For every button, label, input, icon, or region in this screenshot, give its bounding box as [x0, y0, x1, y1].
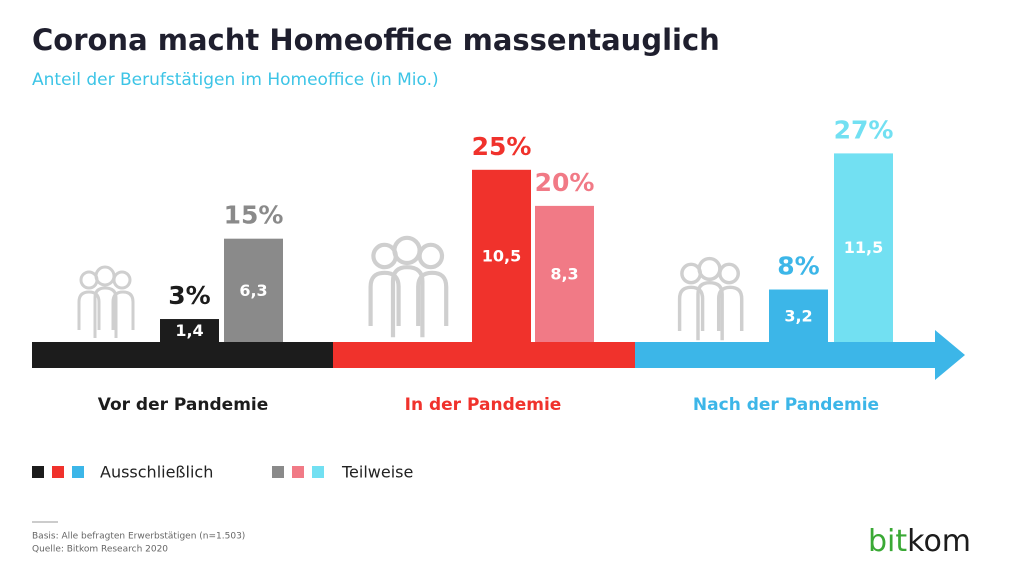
legend-swatch	[52, 466, 64, 478]
share-label: 8%	[777, 252, 819, 281]
bar	[472, 169, 531, 342]
legend-swatch	[72, 466, 84, 478]
value-label: 11,5	[844, 238, 883, 257]
legend-swatch	[312, 466, 324, 478]
value-label: 10,5	[482, 246, 521, 265]
people-icon	[77, 265, 135, 338]
logo-part: kom	[907, 524, 971, 559]
bar	[535, 205, 594, 342]
legend-swatch	[292, 466, 304, 478]
timeline-arrow	[635, 330, 965, 380]
legend-label: Ausschließlich	[100, 463, 213, 482]
logo-part: bit	[868, 524, 907, 559]
people-icon	[368, 235, 449, 338]
share-label: 20%	[535, 168, 595, 197]
timeline-segment	[32, 342, 333, 368]
share-label: 25%	[472, 132, 532, 161]
timeline-segment	[333, 342, 635, 368]
legend-label: Teilweise	[341, 463, 413, 482]
value-label: 6,3	[239, 281, 267, 300]
value-label: 8,3	[550, 264, 578, 283]
legend-swatch	[32, 466, 44, 478]
value-label: 1,4	[175, 321, 203, 340]
people-icon	[677, 256, 744, 341]
bar	[224, 238, 283, 342]
share-label: 27%	[834, 115, 894, 144]
value-label: 3,2	[784, 306, 812, 325]
logo: bitkom	[868, 524, 971, 559]
category-label: In der Pandemie	[405, 395, 562, 415]
bar	[160, 319, 219, 342]
note: Quelle: Bitkom Research 2020	[32, 545, 168, 555]
note: Basis: Alle befragten Erwerbstätigen (n=…	[32, 532, 245, 542]
bar	[769, 289, 828, 342]
category-label: Vor der Pandemie	[98, 395, 269, 415]
bar	[834, 153, 893, 342]
chart-title: Corona macht Homeoffice massentauglich	[32, 23, 720, 57]
legend-swatch	[272, 466, 284, 478]
share-label: 15%	[224, 201, 284, 230]
category-label: Nach der Pandemie	[693, 395, 879, 415]
chart-subtitle: Anteil der Berufstätigen im Homeoffice (…	[32, 70, 439, 90]
share-label: 3%	[168, 281, 210, 310]
